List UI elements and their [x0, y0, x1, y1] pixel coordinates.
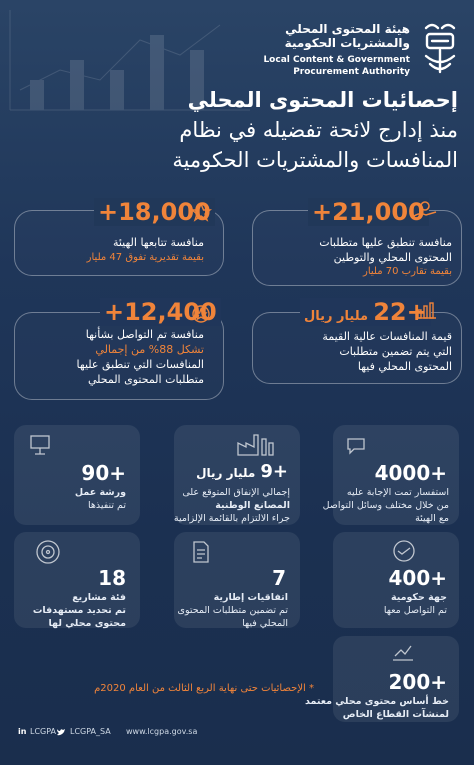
tile-desc-line2: تم التواصل معها [383, 605, 447, 616]
tile-inquiries: 4000+ استفسار تمت الإجابة عليه من خلال م… [323, 425, 459, 525]
stat-desc-line2: التي يتم تضمين متطلبات [339, 345, 452, 358]
growth-chart-icon [416, 302, 436, 319]
tile-desc-line2: تم تضمين متطلبات المحتوى [177, 605, 288, 616]
tile-desc-line1: فئة مشاريع [72, 592, 126, 603]
tile-desc-line2: المصانع الوطنية [215, 500, 290, 511]
background-chart-graphic [9, 10, 250, 111]
logo-english-line2: Procurement Authority [293, 67, 410, 77]
page-subtitle-line2: المنافسات والمشتريات الحكومية [172, 148, 458, 172]
star-badge-icon [190, 202, 212, 222]
page-title: إحصائيات المحتوى المحلي [187, 88, 458, 112]
document-icon [193, 541, 209, 563]
tile-desc-line1: استفسار تمت الإجابة عليه [346, 487, 449, 498]
stat-desc-line2: المحتوى المحلي والتوطين [333, 251, 452, 264]
logo-arabic-line1: هيئة المحتوى المحلي [285, 22, 410, 36]
tile-value: 18 [98, 566, 126, 590]
stat-desc-line1: قيمة المنافسات عالية القيمة [322, 330, 452, 343]
stat-desc-line1: منافسة تنطبق عليها متطلبات [319, 236, 452, 249]
tile-desc-line1: ورشة عمل [74, 487, 126, 498]
tile-desc-line1: جهة حكومية [390, 592, 447, 603]
chart-icon [393, 645, 413, 661]
tile-desc-line3: محتوى محلي لها [48, 618, 126, 629]
tile-desc-line2: لمنشآت القطاع الخاص [342, 709, 449, 720]
star-badge-icon [192, 305, 210, 323]
twitter-icon[interactable] [56, 728, 66, 737]
stat-value: +18,000 [94, 198, 215, 226]
tile-desc-line2: من خلال مختلف وسائل التواصل [322, 500, 449, 511]
tile-value: 200+ [388, 670, 447, 694]
tile-value: 400+ [388, 566, 447, 590]
stat-value: +21,000 [308, 198, 429, 226]
website-link[interactable]: www.lcgpa.gov.sa [126, 727, 198, 736]
stat-desc-line2: بقيمة تقديرية تفوق 47 مليار [86, 252, 204, 263]
chat-bubble-icon [347, 438, 365, 455]
tile-value-wrap: +9 مليار ريال [196, 461, 288, 482]
handshake-icon [393, 540, 415, 562]
presentation-icon [30, 435, 50, 455]
footer: in LCGPA LCGPA_SA www.lcgpa.gov.sa [0, 727, 474, 741]
tile-desc-line1: خط أساس محتوى محلي معتمد [305, 696, 449, 707]
factory-icon [237, 434, 274, 456]
target-icon [36, 540, 60, 564]
linkedin-handle[interactable]: LCGPA [30, 727, 57, 736]
tile-desc-line1: إجمالي الإنفاق المتوقع على [182, 487, 290, 498]
page-subtitle-line1: منذ إدارج لائحة تفضيله في نظام [179, 118, 458, 142]
tile-project-categories: 18 فئة مشاريع تم تحديد مستهدفات محتوى مح… [14, 532, 140, 629]
stat-desc-line2: تشكل 88% من إجمالي [95, 343, 204, 356]
tile-workshops: 90+ ورشة عمل تم تنفيذها [14, 425, 140, 525]
tile-desc-line3: مع الهيئة [415, 513, 449, 524]
tile-desc-line1: اتفاقيات إطارية [213, 592, 288, 603]
stat-desc-line1: منافسة تتابعها الهيئة [112, 236, 204, 249]
stat-desc-line4: متطلبات المحتوى المحلي [87, 373, 204, 386]
stat-desc-line1: منافسة تم التواصل بشأنها [85, 328, 204, 341]
tile-value: 4000+ [374, 461, 447, 485]
authority-emblem-icon [424, 23, 456, 74]
linkedin-icon[interactable]: in [18, 727, 27, 736]
stat-desc-line3: المنافسات التي تنطبق عليها [76, 358, 204, 371]
stat-desc-line3: المحتوى المحلي فيها [357, 360, 452, 373]
tile-baselines: 200+ خط أساس محتوى محلي معتمد لمنشآت الق… [305, 636, 459, 722]
twitter-handle[interactable]: LCGPA_SA [70, 727, 111, 736]
tile-desc-line3: جراء الالتزام بالقائمة الإلزامية [173, 513, 290, 524]
stat-desc-line3: بقيمة تقارب 70 مليار [363, 266, 452, 277]
footnote: * الإحصائيات حتى نهاية الربع الثالث من ا… [94, 683, 314, 694]
tile-value: +9 [260, 461, 288, 482]
tile-value: 7 [272, 566, 286, 590]
stat-value: +22 [373, 298, 427, 326]
authority-logo: هيئة المحتوى المحلي والمشتريات الحكومية … [262, 20, 462, 80]
tile-unit: مليار ريال [196, 466, 256, 480]
tile-framework-agreements: 7 اتفاقيات إطارية تم تضمين متطلبات المحت… [174, 532, 300, 629]
stat-unit: مليار ريال [304, 309, 369, 324]
stat-value-wrap: +22 مليار ريال [300, 298, 431, 326]
tile-desc-line2: تم تنفيذها [87, 500, 126, 511]
hand-coin-icon [413, 201, 437, 217]
tile-desc-line2: تم تحديد مستهدفات [32, 605, 126, 616]
logo-arabic-line2: والمشتريات الحكومية [284, 36, 410, 50]
tile-value: 90+ [81, 461, 126, 485]
tile-government-entities: 400+ جهة حكومية تم التواصل معها [333, 532, 459, 628]
tile-desc-line3: المحلي فيها [242, 618, 288, 629]
tile-spending: +9 مليار ريال إجمالي الإنفاق المتوقع على… [174, 425, 300, 525]
logo-english-line1: Local Content & Government [263, 55, 410, 65]
